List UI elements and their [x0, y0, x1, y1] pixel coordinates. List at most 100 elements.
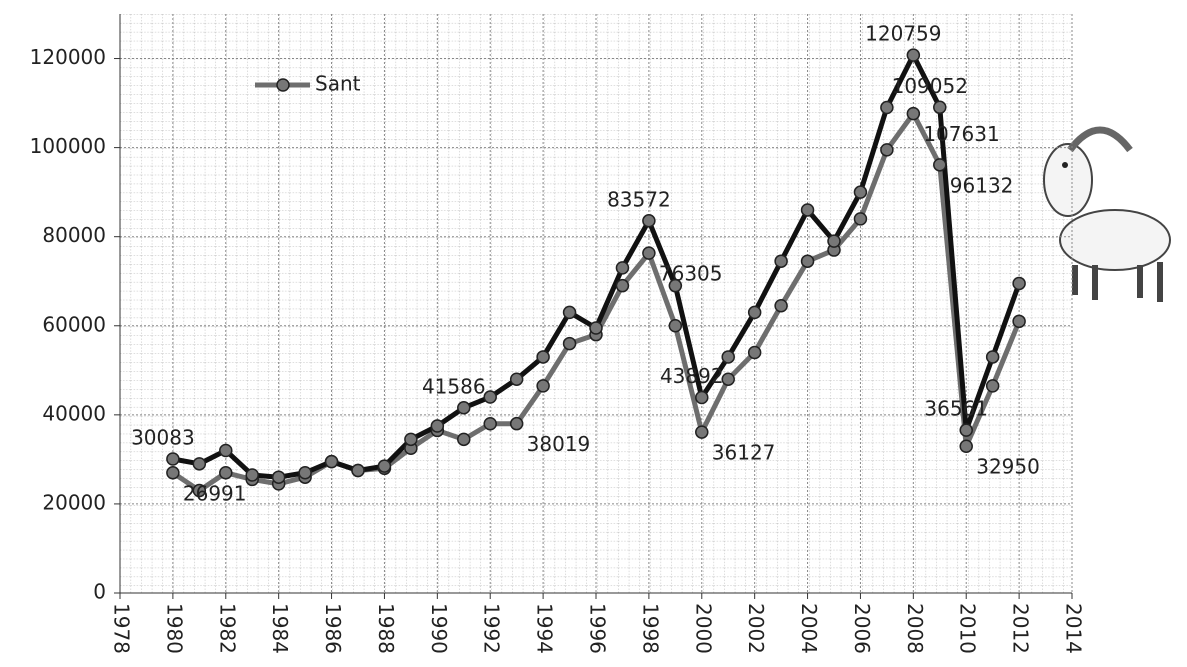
x-tick-label: 1986 [321, 603, 345, 654]
data-point [747, 305, 762, 320]
x-tick-label: 1982 [215, 603, 239, 654]
data-point [430, 419, 445, 433]
data-point [800, 203, 815, 217]
data-label: 96132 [950, 173, 1014, 197]
x-tick-label: 2008 [903, 603, 927, 654]
data-point [668, 319, 683, 333]
data-point [985, 379, 1000, 393]
data-point [642, 246, 656, 260]
data-point [483, 417, 497, 431]
data-point [615, 278, 630, 293]
data-point [377, 459, 392, 473]
data-point [509, 416, 524, 431]
x-tick-label: 1990 [427, 603, 451, 654]
x-tick-label: 1994 [533, 603, 557, 654]
data-label: 36561 [924, 397, 988, 421]
data-point [906, 48, 921, 62]
data-point [483, 390, 497, 404]
data-point [245, 468, 259, 482]
data-point [589, 321, 603, 335]
data-point [774, 298, 788, 313]
y-tick-label: 60000 [42, 312, 106, 336]
data-point [906, 106, 921, 121]
x-tick-label: 2010 [956, 603, 980, 654]
x-tick-label: 1988 [374, 603, 398, 654]
data-point [166, 466, 180, 480]
data-point [668, 278, 683, 293]
y-tick-label: 20000 [42, 490, 106, 514]
data-point [933, 158, 947, 172]
x-tick-label: 2006 [850, 603, 874, 654]
data-point [457, 401, 471, 415]
data-point [880, 100, 894, 115]
x-tick-label: 2002 [744, 603, 768, 654]
data-point [166, 452, 180, 466]
data-label: 38019 [527, 432, 591, 456]
data-point [192, 483, 207, 498]
data-point [774, 254, 788, 268]
data-point [880, 143, 894, 157]
data-point [219, 465, 233, 480]
data-point [562, 305, 577, 320]
data-label: 107631 [923, 122, 999, 146]
data-label: 36127 [712, 441, 776, 465]
data-point [219, 443, 233, 458]
data-point [827, 234, 841, 248]
x-tick-label: 2004 [797, 603, 821, 654]
data-point [959, 439, 973, 453]
data-point [721, 350, 735, 364]
data-point [985, 350, 1000, 364]
data-point [509, 372, 524, 386]
x-tick-label: 1992 [480, 603, 504, 654]
legend-label: Sant [315, 72, 361, 96]
data-label: 76305 [659, 262, 723, 286]
data-point [721, 372, 735, 386]
data-point [324, 454, 339, 469]
data-point [853, 185, 868, 199]
data-label: 109052 [892, 74, 968, 98]
data-point [536, 350, 550, 364]
data-label: 26991 [183, 481, 247, 505]
data-point [747, 345, 762, 360]
data-point [1012, 314, 1026, 329]
data-point [800, 254, 815, 268]
legend-marker [276, 78, 290, 92]
goat [1043, 126, 1171, 302]
data-point [298, 465, 312, 480]
x-tick-label: 1984 [268, 603, 292, 654]
x-tick-label: 2012 [1009, 603, 1033, 654]
data-point [959, 423, 973, 437]
y-tick-label: 80000 [42, 223, 106, 247]
data-point [615, 261, 630, 275]
y-tick-label: 0 [93, 580, 106, 604]
data-label: 32950 [976, 455, 1040, 479]
x-tick-label: 1980 [162, 603, 186, 654]
data-label: 43892 [660, 364, 724, 388]
x-tick-label: 1978 [110, 603, 134, 654]
x-tick-label: 1996 [586, 603, 610, 654]
data-label: 120759 [865, 22, 941, 46]
data-point [853, 212, 868, 226]
data-point [404, 432, 418, 447]
x-tick-label: 2014 [1062, 603, 1086, 654]
x-tick-label: 1998 [638, 603, 662, 654]
data-point [562, 336, 577, 351]
data-point [695, 425, 709, 439]
data-label: 41586 [422, 374, 486, 398]
data-point [695, 390, 709, 405]
data-point [271, 470, 286, 484]
data-label: 83572 [607, 187, 671, 211]
data-point [536, 379, 550, 393]
data-point [1012, 276, 1026, 291]
data-point [457, 432, 471, 447]
x-tick-label: 2000 [691, 603, 715, 654]
data-point [642, 214, 656, 228]
y-tick-label: 40000 [42, 401, 106, 425]
y-tick-label: 120000 [30, 45, 106, 69]
y-tick-label: 100000 [30, 134, 106, 158]
data-point [351, 463, 365, 478]
data-label: 30083 [131, 426, 195, 450]
data-point [933, 100, 947, 115]
